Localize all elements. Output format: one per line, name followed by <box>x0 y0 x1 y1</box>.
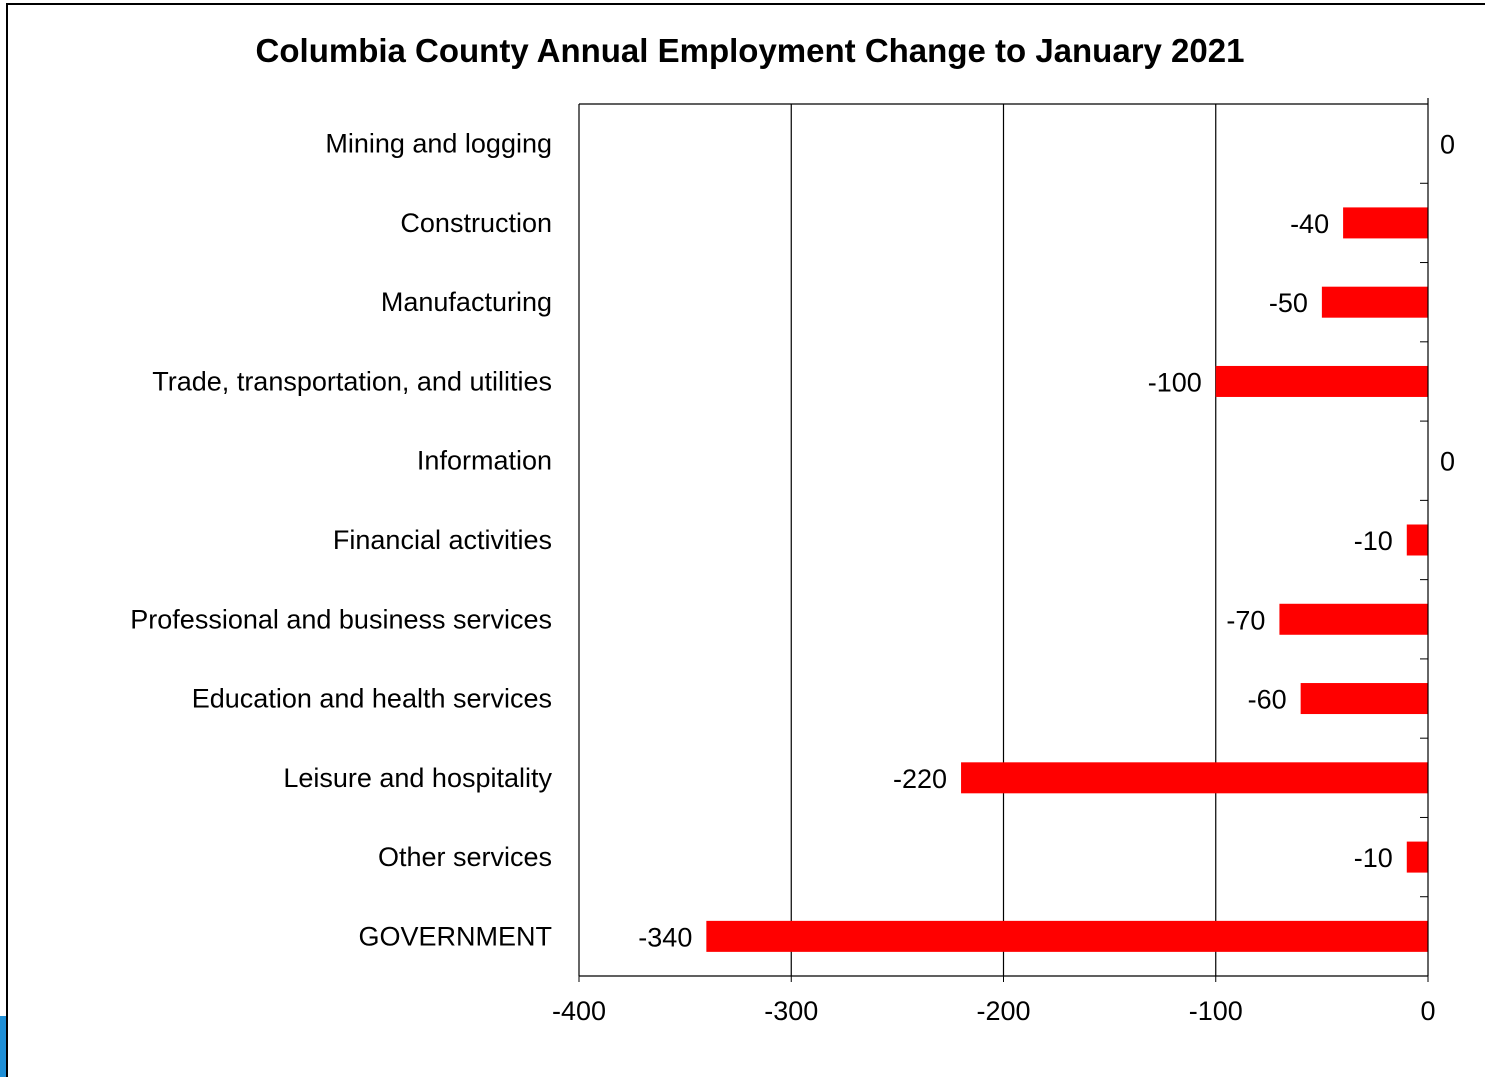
data-label: -40 <box>1290 209 1329 239</box>
category-label: Other services <box>378 842 552 872</box>
category-label: Mining and logging <box>325 129 552 159</box>
bar <box>1321 286 1428 318</box>
bar <box>1300 683 1428 715</box>
bar <box>706 920 1428 952</box>
x-tick-label: -300 <box>764 996 818 1026</box>
gridlines <box>790 104 1217 976</box>
data-label: -60 <box>1248 685 1287 715</box>
category-label: GOVERNMENT <box>358 921 552 951</box>
data-labels: 0 -40 -50 -100 0 -10 -70 -60 -220 -10 -340 <box>638 130 1455 953</box>
category-label: Leisure and hospitality <box>283 763 552 793</box>
category-label: Information <box>417 446 552 476</box>
bar <box>961 762 1428 794</box>
x-tick-labels: -400 -300 -200 -100 0 <box>552 996 1436 1026</box>
data-label: -100 <box>1148 367 1202 397</box>
bar <box>1406 841 1428 873</box>
category-label: Construction <box>400 208 552 238</box>
category-label: Professional and business services <box>130 604 552 634</box>
x-tick-label: -200 <box>976 996 1030 1026</box>
x-tick-label: 0 <box>1420 996 1435 1026</box>
data-label: -340 <box>638 922 692 952</box>
data-label: -220 <box>893 764 947 794</box>
data-label: 0 <box>1440 447 1455 477</box>
data-label: 0 <box>1440 130 1455 160</box>
bar <box>1279 603 1428 635</box>
bar <box>1343 207 1428 239</box>
axes <box>578 98 1429 982</box>
category-label: Manufacturing <box>381 287 552 317</box>
category-label: Trade, transportation, and utilities <box>152 366 552 396</box>
bar <box>1215 365 1428 397</box>
data-label: -70 <box>1226 605 1265 635</box>
category-label: Financial activities <box>333 525 552 555</box>
slide-accent-bar <box>0 1016 6 1077</box>
category-labels: Mining and logging Construction Manufactur… <box>130 129 552 952</box>
x-tick-label: -400 <box>552 996 606 1026</box>
data-label: -10 <box>1354 526 1393 556</box>
data-label: -10 <box>1354 843 1393 873</box>
category-label: Education and health services <box>192 684 552 714</box>
bar <box>1406 524 1428 556</box>
chart-frame <box>6 3 1485 1077</box>
bars <box>706 207 1428 952</box>
data-label: -50 <box>1269 288 1308 318</box>
chart-title: Columbia County Annual Employment Change… <box>256 32 1245 69</box>
x-tick-label: -100 <box>1189 996 1243 1026</box>
